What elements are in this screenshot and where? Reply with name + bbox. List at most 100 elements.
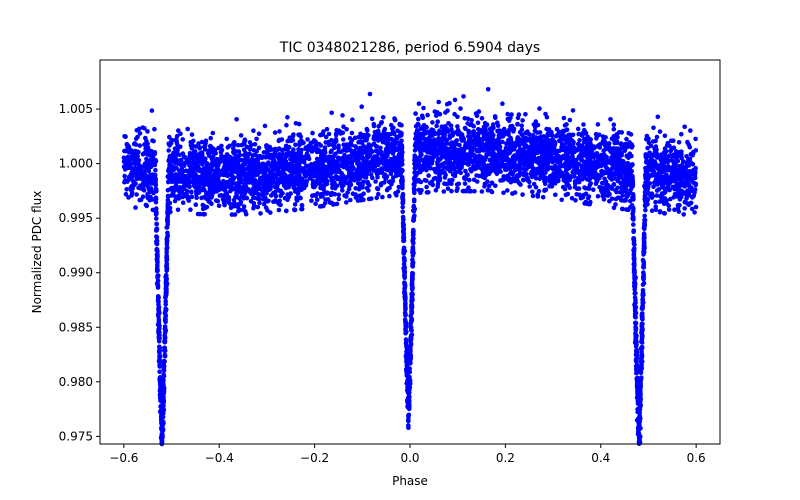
- data-point: [526, 131, 532, 137]
- data-point: [435, 119, 441, 124]
- data-point: [503, 145, 509, 151]
- data-point: [591, 145, 596, 151]
- data-point: [200, 202, 206, 208]
- data-point: [665, 164, 671, 169]
- data-point: [578, 195, 584, 201]
- data-point: [567, 132, 573, 138]
- data-point: [570, 161, 576, 166]
- data-point: [650, 139, 656, 144]
- data-point: [493, 158, 498, 164]
- data-point: [243, 209, 248, 214]
- data-point: [252, 152, 258, 158]
- data-point: [136, 166, 142, 172]
- data-point: [449, 142, 454, 148]
- data-point: [593, 131, 599, 137]
- data-point: [689, 170, 695, 176]
- data-point: [310, 130, 315, 136]
- data-point: [166, 166, 172, 171]
- data-point: [399, 133, 404, 138]
- data-point: [146, 177, 151, 182]
- data-point: [517, 170, 523, 175]
- data-point: [242, 137, 248, 142]
- data-point: [255, 204, 261, 210]
- data-point: [430, 141, 436, 147]
- data-point: [225, 145, 231, 150]
- data-point: [366, 133, 371, 138]
- data-point: [461, 156, 466, 161]
- data-point: [268, 171, 273, 177]
- data-point: [556, 129, 562, 135]
- data-point: [350, 159, 355, 165]
- data-point: [643, 160, 649, 165]
- data-point: [334, 201, 340, 207]
- data-point: [298, 155, 303, 161]
- data-point: [430, 133, 435, 138]
- data-point: [133, 205, 138, 210]
- data-point: [219, 154, 225, 159]
- data-point: [187, 150, 193, 156]
- data-point: [425, 129, 431, 135]
- data-point: [512, 190, 518, 195]
- data-point: [443, 151, 449, 157]
- data-point: [490, 122, 496, 127]
- data-point: [467, 135, 473, 140]
- data-point: [340, 157, 346, 162]
- data-point: [437, 164, 443, 169]
- data-point: [306, 156, 312, 162]
- data-point: [549, 165, 554, 170]
- data-point: [647, 181, 653, 186]
- data-point: [551, 176, 557, 182]
- data-point: [679, 170, 684, 176]
- data-point: [527, 179, 532, 185]
- data-point: [529, 173, 534, 179]
- data-point: [595, 122, 601, 127]
- data-point: [498, 157, 504, 162]
- data-point: [397, 122, 403, 128]
- data-point: [256, 145, 262, 151]
- data-point: [372, 155, 378, 160]
- data-point: [172, 146, 178, 151]
- data-point: [395, 147, 401, 152]
- data-point: [213, 184, 219, 189]
- data-point: [462, 181, 468, 186]
- data-point: [290, 149, 295, 155]
- data-point: [205, 170, 211, 176]
- data-point: [535, 150, 540, 156]
- data-point: [148, 172, 153, 178]
- data-point: [176, 175, 181, 180]
- data-point: [279, 170, 285, 175]
- chart-title: TIC 0348021286, period 6.5904 days: [279, 40, 540, 56]
- data-point: [262, 123, 268, 129]
- data-point: [317, 181, 323, 187]
- data-point: [266, 187, 272, 193]
- data-point: [579, 150, 584, 155]
- data-point: [462, 116, 468, 121]
- data-point: [277, 129, 282, 134]
- data-point: [450, 153, 456, 159]
- data-point: [507, 162, 512, 167]
- data-point: [235, 208, 241, 214]
- data-point: [557, 138, 562, 144]
- data-point: [475, 120, 481, 126]
- data-point: [481, 161, 486, 167]
- data-point: [444, 101, 450, 107]
- data-point: [512, 164, 517, 170]
- data-point: [388, 171, 394, 176]
- data-point: [262, 169, 268, 174]
- data-point: [437, 111, 443, 117]
- data-point: [385, 150, 391, 156]
- data-point: [336, 167, 341, 172]
- data-point: [231, 197, 237, 203]
- data-point: [484, 168, 490, 173]
- data-point: [261, 194, 266, 199]
- data-point: [209, 201, 214, 206]
- data-point: [425, 112, 430, 118]
- data-point: [687, 161, 692, 167]
- data-point: [517, 161, 522, 166]
- data-point: [392, 168, 398, 173]
- data-point: [564, 159, 570, 164]
- data-point: [189, 194, 195, 200]
- data-point: [640, 257, 646, 263]
- data-point: [424, 184, 429, 190]
- data-point: [599, 168, 605, 174]
